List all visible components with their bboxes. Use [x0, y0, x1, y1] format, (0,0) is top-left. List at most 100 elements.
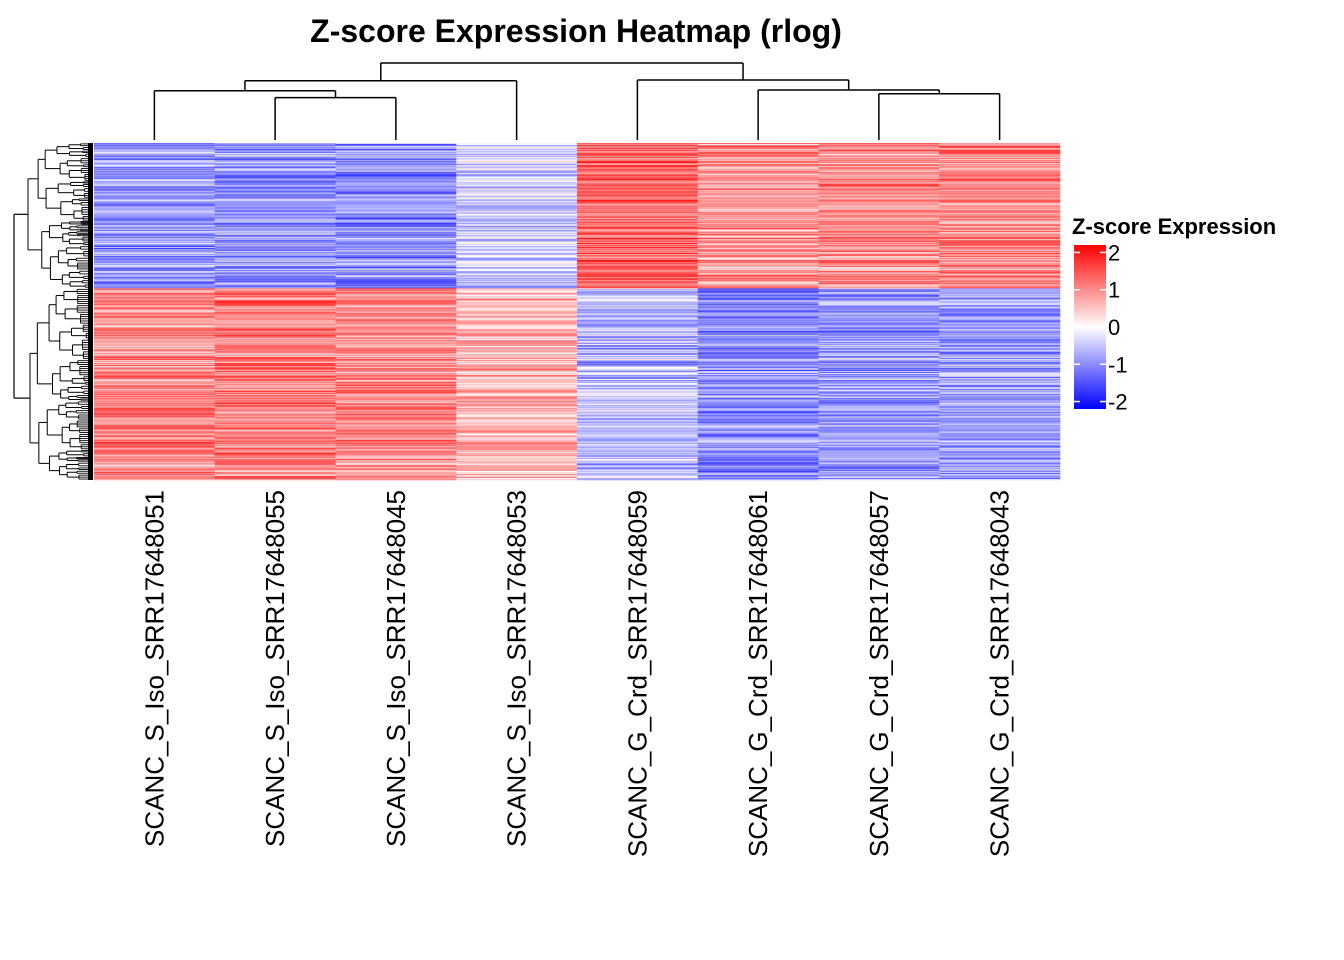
- heatmap-cell: [456, 211, 578, 213]
- heatmap-cell: [939, 186, 1061, 188]
- heatmap-cell: [697, 268, 819, 270]
- heatmap-cell: [456, 404, 578, 406]
- heatmap-cell: [818, 402, 940, 404]
- heatmap-cell: [335, 333, 457, 336]
- heatmap-cell: [214, 250, 336, 253]
- heatmap-cell: [456, 285, 578, 287]
- heatmap-cell: [577, 396, 699, 398]
- heatmap-cell: [335, 275, 457, 277]
- heatmap-cell: [456, 210, 578, 212]
- heatmap-cell: [456, 220, 578, 222]
- heatmap-cell: [456, 442, 578, 444]
- heatmap-cell: [335, 220, 457, 222]
- heatmap-cell: [697, 177, 819, 179]
- heatmap-cell: [214, 161, 336, 163]
- heatmap-cell: [577, 171, 699, 173]
- heatmap-cell: [818, 357, 940, 360]
- heatmap-cell: [335, 193, 457, 195]
- heatmap-cell: [94, 147, 216, 149]
- heatmap-cell: [335, 169, 457, 171]
- heatmap-cell: [577, 395, 699, 397]
- heatmap-cell: [697, 396, 819, 398]
- heatmap-cell: [214, 247, 336, 250]
- heatmap-cell: [577, 242, 699, 245]
- heatmap-cell: [335, 396, 457, 398]
- heatmap-cell: [214, 357, 336, 360]
- heatmap-cell: [939, 245, 1061, 248]
- heatmap-cell: [577, 364, 699, 367]
- heatmap-cell: [214, 458, 336, 461]
- heatmap-cell: [214, 348, 336, 351]
- heatmap-cell: [335, 211, 457, 213]
- heatmap-cell: [818, 463, 940, 466]
- heatmap-cell: [456, 414, 578, 416]
- heatmap-cell: [456, 321, 578, 323]
- heatmap-cell: [577, 392, 699, 394]
- heatmap-cell: [939, 438, 1061, 440]
- heatmap-cell: [697, 336, 819, 339]
- heatmap-cell: [456, 304, 578, 306]
- heatmap-cell: [818, 279, 940, 281]
- heatmap-cell: [697, 354, 819, 357]
- heatmap-cell: [335, 278, 457, 280]
- heatmap-cell: [818, 187, 940, 189]
- heatmap-cell: [214, 456, 336, 459]
- heatmap-cell: [335, 459, 457, 462]
- heatmap-cell: [577, 186, 699, 188]
- heatmap-cell: [214, 434, 336, 436]
- heatmap-cell: [335, 338, 457, 341]
- heatmap-cell: [456, 189, 578, 191]
- heatmap-cell: [335, 440, 457, 442]
- heatmap-cell: [214, 390, 336, 392]
- heatmap-cell: [94, 265, 216, 267]
- heatmap-cell: [214, 172, 336, 174]
- heatmap-cell: [335, 473, 457, 476]
- heatmap-cell: [335, 295, 457, 297]
- heatmap-cell: [214, 346, 336, 349]
- heatmap-cell: [577, 240, 699, 243]
- heatmap-cell: [94, 405, 216, 407]
- heatmap-cell: [94, 446, 216, 449]
- heatmap-cell: [214, 375, 336, 377]
- heatmap-cell: [335, 282, 457, 284]
- heatmap-cell: [939, 394, 1061, 396]
- heatmap-cell: [577, 187, 699, 189]
- heatmap-cell: [577, 188, 699, 190]
- heatmap-cell: [335, 174, 457, 176]
- heatmap-cell: [335, 377, 457, 379]
- heatmap-cell: [697, 203, 819, 205]
- heatmap-cell: [214, 301, 336, 303]
- heatmap-cell: [335, 399, 457, 401]
- heatmap-cell: [939, 213, 1061, 215]
- heatmap-cell: [697, 191, 819, 193]
- heatmap-cell: [818, 178, 940, 180]
- heatmap-cell: [939, 217, 1061, 219]
- heatmap-cell: [94, 305, 216, 307]
- heatmap-cell: [939, 430, 1061, 432]
- heatmap-cell: [818, 426, 940, 428]
- heatmap-cell: [939, 362, 1061, 365]
- heatmap-cell: [818, 386, 940, 388]
- heatmap-cell: [94, 246, 216, 249]
- heatmap-cell: [94, 429, 216, 431]
- heatmap-cell: [697, 398, 819, 400]
- heatmap-cell: [214, 203, 336, 205]
- heatmap-cell: [577, 448, 699, 451]
- heatmap-cell: [577, 457, 699, 460]
- heatmap-cell: [939, 305, 1061, 307]
- heatmap-cell: [818, 444, 940, 446]
- heatmap-cell: [697, 410, 819, 412]
- heatmap-cell: [577, 423, 699, 425]
- heatmap-cell: [818, 231, 940, 234]
- heatmap-cell: [335, 277, 457, 279]
- heatmap-cell: [577, 478, 699, 481]
- heatmap-cell: [818, 273, 940, 275]
- heatmap-cell: [214, 205, 336, 207]
- heatmap-cell: [939, 199, 1061, 201]
- heatmap-cell: [335, 380, 457, 382]
- heatmap-cell: [94, 326, 216, 328]
- heatmap-cell: [456, 271, 578, 273]
- heatmap-cell: [335, 449, 457, 452]
- heatmap-cell: [456, 159, 578, 161]
- heatmap-cell: [94, 162, 216, 164]
